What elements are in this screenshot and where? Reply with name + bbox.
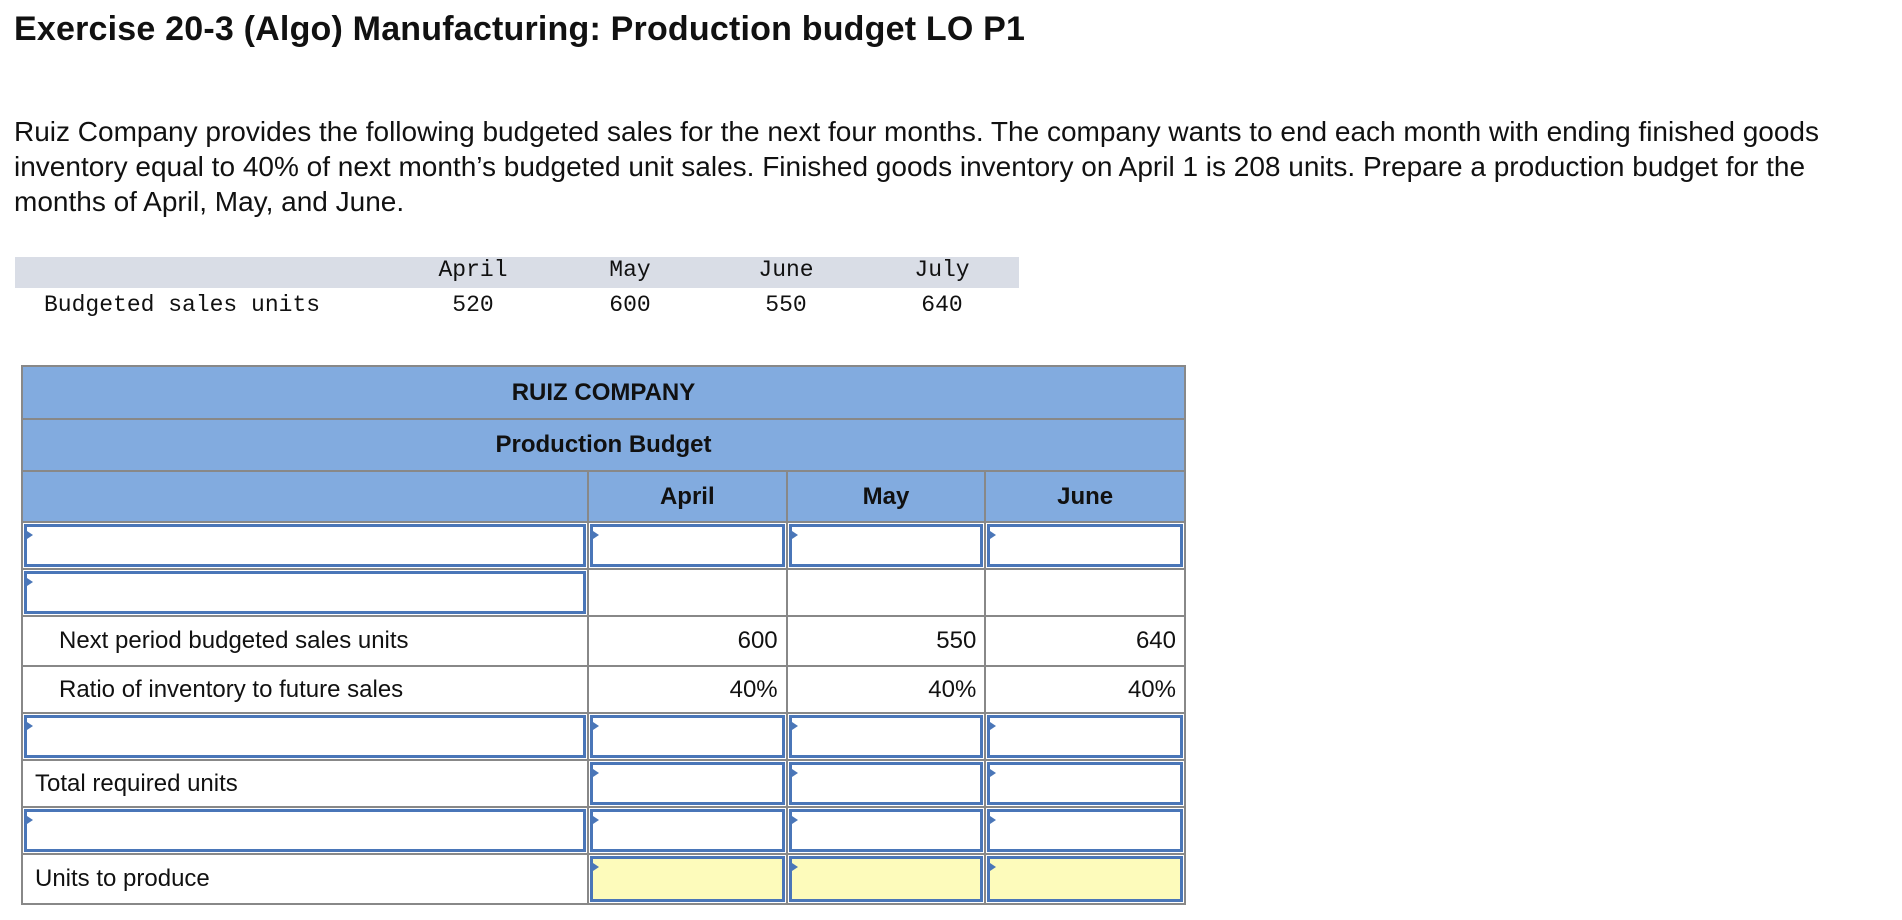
table-row bbox=[21, 568, 1186, 617]
table-row: Units to produce bbox=[21, 853, 1186, 905]
column-header-april: April bbox=[586, 470, 788, 523]
company-name: RUIZ COMPANY bbox=[21, 365, 1186, 420]
row-label: Budgeted sales units bbox=[44, 292, 321, 318]
table-row bbox=[21, 806, 1186, 855]
label-dropdown[interactable] bbox=[24, 809, 586, 852]
column-header-may: May bbox=[785, 470, 987, 523]
sales-value: 600 bbox=[609, 292, 651, 318]
april-input[interactable] bbox=[589, 715, 785, 758]
row-label: Units to produce bbox=[21, 853, 589, 905]
may-input[interactable] bbox=[788, 809, 984, 852]
instructions: Ruiz Company provides the following budg… bbox=[14, 116, 1820, 217]
april-value: 40% bbox=[586, 665, 788, 714]
label-dropdown[interactable] bbox=[24, 524, 586, 567]
table-row: Ratio of inventory to future sales 40% 4… bbox=[21, 665, 1186, 714]
row-label: Total required units bbox=[21, 759, 589, 808]
month-header: June bbox=[758, 257, 814, 283]
table-row: Total required units bbox=[21, 759, 1186, 808]
row-label: Ratio of inventory to future sales bbox=[21, 665, 589, 714]
page-title: Exercise 20-3 (Algo) Manufacturing: Prod… bbox=[14, 10, 1026, 48]
blank-header bbox=[21, 470, 589, 523]
table-row: Next period budgeted sales units 600 550… bbox=[21, 615, 1186, 667]
may-value: 550 bbox=[785, 615, 987, 667]
june-input[interactable] bbox=[987, 809, 1183, 852]
header-band bbox=[15, 257, 1019, 288]
month-header: April bbox=[438, 257, 508, 283]
june-value: 640 bbox=[984, 615, 1186, 667]
sales-value: 520 bbox=[452, 292, 494, 318]
may-units-to-produce-input[interactable] bbox=[788, 856, 984, 902]
june-value: 40% bbox=[984, 665, 1186, 714]
april-units-to-produce-input[interactable] bbox=[589, 856, 785, 902]
sales-value: 640 bbox=[921, 292, 963, 318]
may-input[interactable] bbox=[788, 762, 984, 805]
column-header-june: June bbox=[984, 470, 1186, 523]
budget-name: Production Budget bbox=[21, 418, 1186, 472]
row-label: Next period budgeted sales units bbox=[21, 615, 589, 667]
june-input[interactable] bbox=[987, 715, 1183, 758]
may-value: 40% bbox=[785, 665, 987, 714]
june-input[interactable] bbox=[987, 524, 1183, 567]
june-input[interactable] bbox=[987, 762, 1183, 805]
production-budget-table: RUIZ COMPANY Production Budget April May… bbox=[21, 365, 1186, 905]
april-input[interactable] bbox=[589, 762, 785, 805]
april-input[interactable] bbox=[589, 524, 785, 567]
april-input[interactable] bbox=[589, 809, 785, 852]
june-units-to-produce-input[interactable] bbox=[987, 856, 1183, 902]
budgeted-sales-table: April May June July Budgeted sales units… bbox=[15, 257, 1019, 327]
label-dropdown[interactable] bbox=[24, 571, 586, 614]
month-header: May bbox=[609, 257, 651, 283]
month-header: July bbox=[914, 257, 970, 283]
may-input[interactable] bbox=[788, 715, 984, 758]
table-row bbox=[21, 521, 1186, 570]
table-row bbox=[21, 712, 1186, 761]
label-dropdown[interactable] bbox=[24, 715, 586, 758]
sales-value: 550 bbox=[765, 292, 807, 318]
may-input[interactable] bbox=[788, 524, 984, 567]
april-value: 600 bbox=[586, 615, 788, 667]
